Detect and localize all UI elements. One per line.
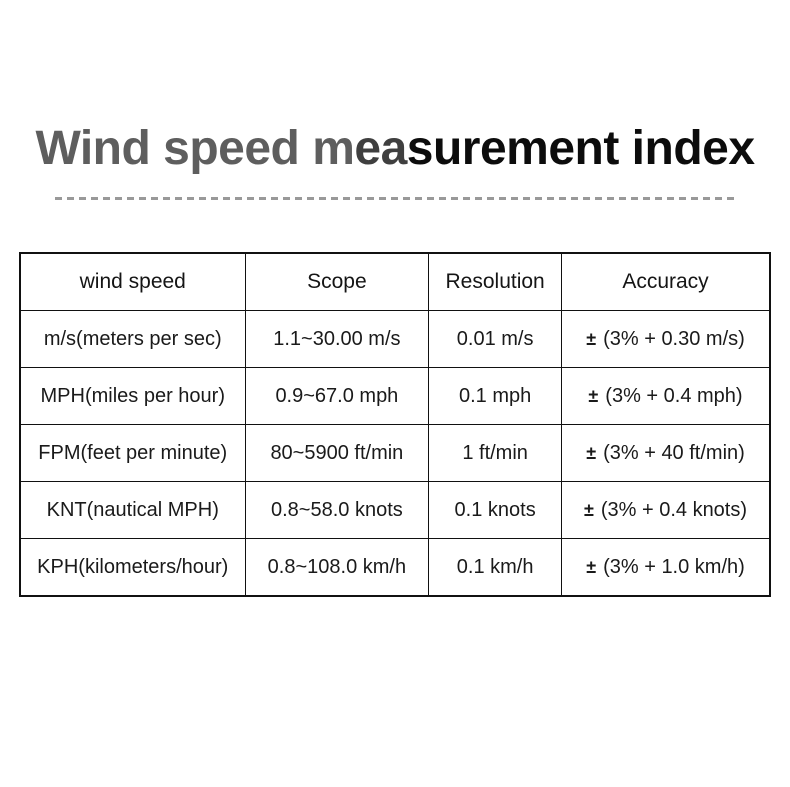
cell-scope: 80~5900 ft/min — [244, 424, 430, 483]
cell-resolution: 1 ft/min — [428, 424, 562, 483]
table-header-row: wind speed Scope Resolution Accuracy — [19, 252, 771, 312]
accuracy-range: (3% + 40 ft/min) — [603, 441, 745, 464]
table-row: MPH(miles per hour) 0.9~67.0 mph 0.1 mph ± (… — [19, 367, 771, 426]
cell-scope: 0.9~67.0 mph — [244, 367, 430, 426]
table-row: KPH(kilometers/hour) 0.8~108.0 km/h 0.1 km… — [19, 538, 771, 597]
cell-accuracy: ± (3% + 0.4 mph) — [561, 367, 771, 426]
cell-wind-speed: KPH(kilometers/hour) — [19, 538, 246, 597]
table-row: FPM(feet per minute) 80~5900 ft/min 1 ft/m… — [19, 424, 771, 483]
plus-minus-sign: ± — [586, 328, 597, 349]
dashed-divider — [55, 197, 735, 201]
accuracy-range: (3% + 0.4 mph) — [605, 384, 743, 407]
column-header-resolution: Resolution — [428, 252, 562, 312]
page-title: Wind speed measurement index — [0, 121, 790, 176]
cell-wind-speed: KNT(nautical MPH) — [19, 481, 246, 540]
column-header-accuracy: Accuracy — [561, 252, 771, 312]
table-row: m/s(meters per sec) 1.1~30.00 m/s 0.01 m/s… — [19, 310, 771, 369]
cell-wind-speed: MPH(miles per hour) — [19, 367, 246, 426]
cell-scope: 0.8~58.0 knots — [244, 481, 430, 540]
column-header-wind-speed: wind speed — [19, 252, 246, 312]
accuracy-range: (3% + 1.0 km/h) — [603, 555, 745, 578]
accuracy-range: (3% + 0.4 knots) — [600, 498, 748, 521]
cell-wind-speed: FPM(feet per minute) — [19, 424, 246, 483]
title-segment: Wind speed m — [35, 122, 355, 175]
cell-resolution: 0.1 km/h — [428, 538, 562, 597]
cell-accuracy: ± (3% + 1.0 km/h) — [561, 538, 771, 597]
wind-speed-spec-table: wind speed Scope Resolution Accuracy m/s(me… — [19, 252, 771, 598]
table-body: m/s(meters per sec) 1.1~30.00 m/s 0.01 m/s… — [19, 310, 771, 597]
cell-accuracy: ± (3% + 0.4 knots) — [561, 481, 771, 540]
plus-minus-sign: ± — [586, 442, 597, 463]
cell-accuracy: ± (3% + 0.30 m/s) — [561, 310, 771, 369]
header-row: wind speed Scope Resolution Accuracy — [19, 252, 771, 312]
plus-minus-sign: ± — [586, 556, 597, 577]
cell-scope: 0.8~108.0 km/h — [244, 538, 430, 597]
plus-minus-sign: ± — [588, 385, 599, 406]
cell-accuracy: ± (3% + 40 ft/min) — [561, 424, 771, 483]
cell-scope: 1.1~30.00 m/s — [244, 310, 430, 369]
table-row: KNT(nautical MPH) 0.8~58.0 knots 0.1 knots… — [19, 481, 771, 540]
cell-resolution: 0.1 mph — [428, 367, 562, 426]
cell-resolution: 0.1 knots — [428, 481, 562, 540]
cell-resolution: 0.01 m/s — [428, 310, 562, 369]
spec-table-container: wind speed Scope Resolution Accuracy m/s(me… — [19, 252, 771, 598]
column-header-scope: Scope — [244, 252, 430, 312]
accuracy-range: (3% + 0.30 m/s) — [603, 327, 745, 350]
plus-minus-sign: ± — [583, 499, 594, 520]
title-segment: ea — [354, 122, 407, 175]
title-segment: surement index — [406, 122, 755, 175]
cell-wind-speed: m/s(meters per sec) — [19, 310, 246, 369]
